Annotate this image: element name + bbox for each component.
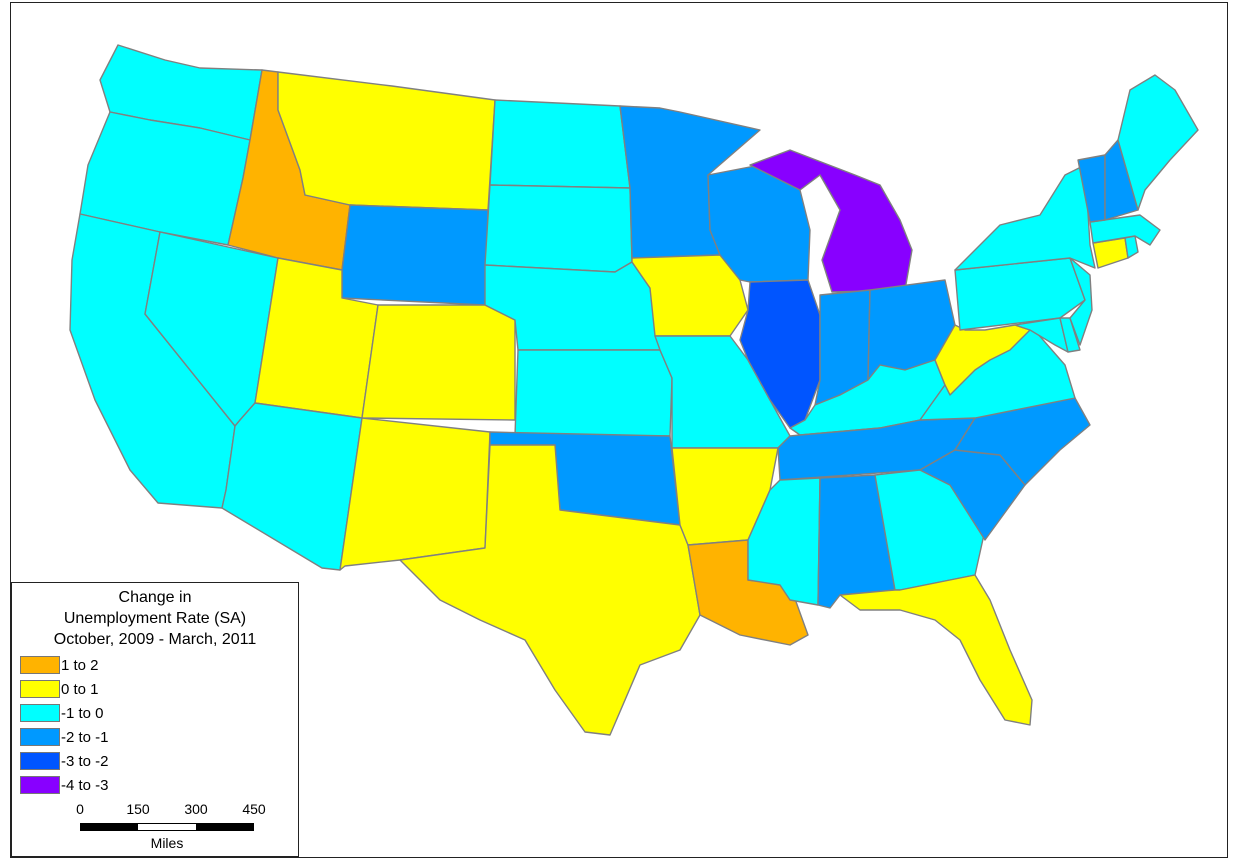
scale-bar: 0 150 300 450 Miles [52,801,282,853]
legend-item-1-to-2: 1 to 2 [20,655,99,675]
state-NJ [1069,257,1093,346]
legend-label: -1 to 0 [61,704,104,722]
scale-segment [195,824,253,830]
legend-label: 0 to 1 [61,680,99,698]
legend-label: -4 to -3 [61,776,109,794]
legend-item-neg1-to-0: -1 to 0 [20,703,104,723]
scale-tick-300: 300 [184,801,208,817]
state-NM [339,417,491,571]
state-WY [341,204,489,306]
state-TX [399,444,701,736]
legend-label: 1 to 2 [61,656,99,674]
legend-item-0-to-1: 0 to 1 [20,679,99,699]
scale-segment [138,824,196,830]
state-CO [361,304,516,421]
legend: Change in Unemployment Rate (SA) October… [11,582,299,857]
legend-swatch [20,680,60,698]
state-MT [277,71,496,211]
scale-tick-450: 450 [242,801,266,817]
scale-unit-label: Miles [150,835,184,851]
legend-title: Change in Unemployment Rate (SA) October… [12,587,298,650]
legend-item-neg3-to-neg2: -3 to -2 [20,751,109,771]
scale-tick-150: 150 [126,801,150,817]
state-SD [484,184,633,273]
legend-swatch [20,776,60,794]
legend-item-neg4-to-neg3: -4 to -3 [20,775,109,795]
state-ME [1117,74,1199,211]
scale-track [80,823,254,831]
state-MA [1089,214,1161,246]
state-RI [1124,235,1139,259]
state-ND [489,99,631,189]
legend-swatch [20,704,60,722]
state-MD [1014,317,1069,353]
state-AZ [221,402,363,571]
legend-item-neg2-to-neg1: -2 to -1 [20,727,109,747]
scale-tick-0: 0 [76,801,84,817]
state-FL [839,574,1033,726]
legend-swatch [20,752,60,770]
state-KS [514,349,673,437]
state-DE [1059,317,1081,353]
legend-label: -2 to -1 [61,728,109,746]
legend-label: -3 to -2 [61,752,109,770]
legend-title-line-3: October, 2009 - March, 2011 [53,631,257,648]
legend-title-line-1: Change in [118,589,192,606]
scale-segment [81,824,139,830]
legend-title-line-2: Unemployment Rate (SA) [63,610,247,627]
state-NY [954,164,1096,271]
legend-swatch [20,728,60,746]
legend-swatch [20,656,60,674]
